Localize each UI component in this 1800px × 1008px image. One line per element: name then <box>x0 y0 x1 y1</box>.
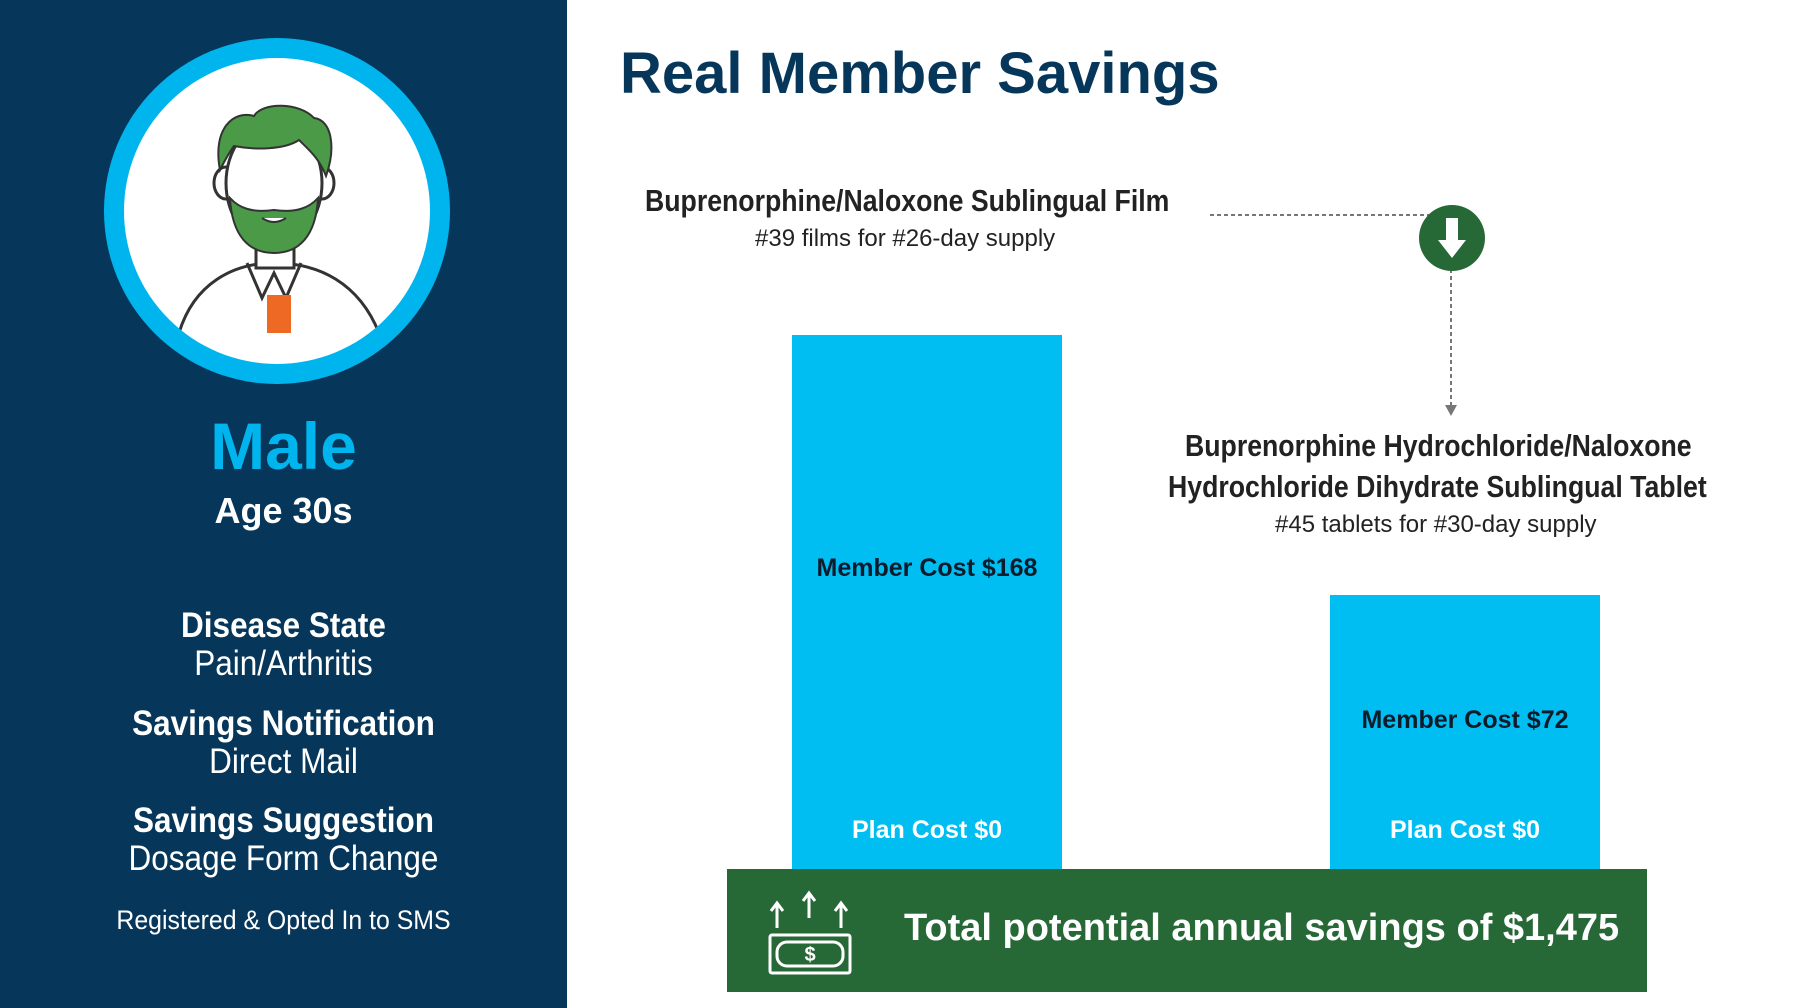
disease-state-label: Disease State <box>181 606 386 645</box>
member-age: Age 30s <box>214 490 353 531</box>
plan-cost-label-2: Plan Cost $0 <box>1389 815 1541 844</box>
member-cost-label-2: Member Cost $72 <box>1361 705 1569 734</box>
savings-suggestion-label: Savings Suggestion <box>132 801 435 840</box>
switch-connector <box>1210 214 1457 416</box>
drug-2-supply: #45 tablets for #30-day supply <box>1275 511 1597 538</box>
disease-state-value: Pain/Arthritis <box>194 644 373 683</box>
member-profile-panel: Male Age 30s Disease State Pain/Arthriti… <box>0 0 567 1008</box>
total-savings-text: Total potential annual savings of $1,475 <box>904 907 1620 949</box>
money-savings-icon: $ <box>768 890 852 975</box>
savings-banner: $ Total potential annual savings of $1,4… <box>727 869 1647 992</box>
plan-cost-label-1: Plan Cost $0 <box>851 815 1003 844</box>
avatar <box>104 38 450 384</box>
member-cost-label-1: Member Cost $168 <box>816 554 1038 583</box>
savings-notification-label: Savings Notification <box>132 704 435 743</box>
savings-notification-value: Direct Mail <box>209 742 358 781</box>
savings-suggestion-block: Savings Suggestion Dosage Form Change <box>0 802 567 878</box>
male-avatar-icon <box>177 104 381 334</box>
drug-1-title: Buprenorphine/Naloxone Sublingual Film <box>645 183 1170 218</box>
savings-notification-block: Savings Notification Direct Mail <box>0 705 567 781</box>
avatar-frame <box>124 58 430 364</box>
svg-text:$: $ <box>804 944 815 966</box>
member-gender: Male <box>210 409 357 483</box>
cost-bar-1: Member Cost $168 Plan Cost $0 <box>792 335 1062 869</box>
cost-bar-2: Member Cost $72 Plan Cost $0 <box>1330 594 1600 869</box>
sms-status: Registered & Opted In to SMS <box>116 905 451 935</box>
page-title: Real Member Savings <box>620 41 1220 106</box>
savings-suggestion-value: Dosage Form Change <box>128 839 439 878</box>
disease-state-block: Disease State Pain/Arthritis <box>0 607 567 683</box>
drug-1-supply: #39 films for #26-day supply <box>755 225 1056 252</box>
drug-2-title-line-2: Hydrochloride Dihydrate Sublingual Table… <box>1168 469 1707 504</box>
drug-2-title-line-1: Buprenorphine Hydrochloride/Naloxone <box>1185 428 1692 463</box>
down-arrow-icon <box>1419 205 1485 271</box>
